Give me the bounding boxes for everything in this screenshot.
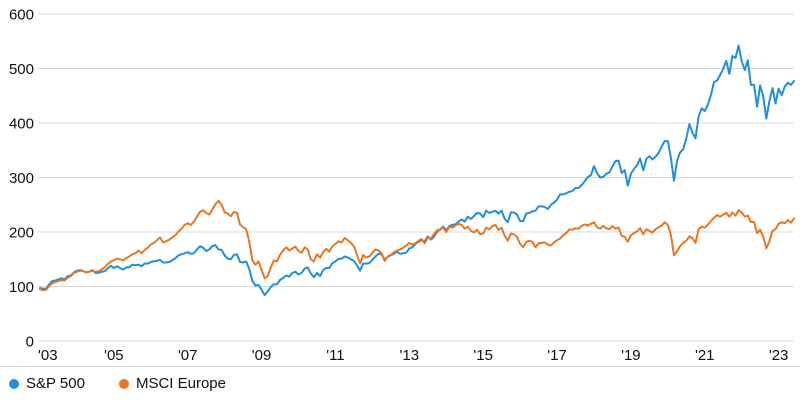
legend-item-msci-europe: MSCI Europe (118, 375, 226, 392)
y-axis-tick-label: 0 (26, 334, 34, 351)
x-axis-tick-label: '23 (769, 347, 789, 364)
x-axis-tick-label: '15 (473, 347, 493, 364)
chart-canvas: 0 100 200 300 400 500 600 '03 '05 '07 '09 '11 '13 '15… (9, 7, 795, 364)
x-axis-tick-label: '07 (178, 347, 198, 364)
y-axis-tick-label: 200 (9, 225, 34, 242)
x-axis-tick-label: '19 (621, 347, 641, 364)
legend-item-sp500: S&P 500 (9, 375, 85, 392)
msci-europe-line (39, 199, 795, 292)
y-axis-tick-label: 500 (9, 61, 34, 78)
x-axis-tick-label: '11 (326, 347, 344, 364)
y-axis-tick-label: 300 (9, 170, 34, 187)
index-performance-chart: 0 100 200 300 400 500 600 '03 '05 '07 '09 '11 '13 '15… (9, 7, 795, 364)
x-axis-tick-label: '21 (695, 347, 715, 364)
y-axis-tick-label: 600 (9, 7, 34, 24)
s-p-500-line (39, 44, 795, 297)
y-axis-tick-label: 100 (9, 279, 34, 296)
legend-label-sp500: S&P 500 (26, 375, 85, 392)
x-axis-tick-label: '17 (547, 347, 567, 364)
msci-europe-series-marker-icon (118, 378, 129, 389)
sp500-series-marker-icon (9, 378, 19, 389)
legend-label-msci-europe: MSCI Europe (135, 375, 226, 392)
x-axis-tick-label: '03 (38, 347, 58, 364)
x-axis-tick-label: '05 (104, 347, 124, 364)
x-axis-tick-label: '13 (400, 347, 420, 364)
x-axis-tick-label: '09 (252, 347, 272, 364)
y-axis-tick-label: 400 (9, 116, 34, 133)
chart-legend: S&P 500 MSCI Europe (0, 366, 800, 400)
